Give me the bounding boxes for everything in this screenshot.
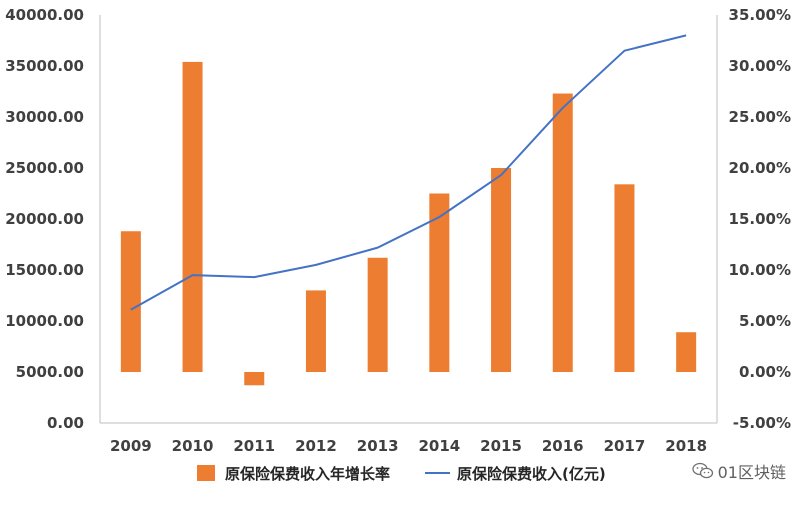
left-axis-tick-label: 25000.00 (5, 159, 84, 177)
x-axis-tick-label: 2015 (480, 437, 522, 455)
left-axis-tick-label: 5000.00 (16, 363, 84, 381)
right-axis-tick-label: 15.00% (729, 210, 791, 228)
line-series (131, 35, 686, 309)
x-axis-tick-label: 2017 (604, 437, 646, 455)
right-axis-tick-label: 25.00% (729, 108, 791, 126)
bar (553, 94, 573, 372)
bar (183, 62, 203, 372)
x-axis-tick-label: 2009 (110, 437, 152, 455)
x-axis-tick-label: 2014 (418, 437, 460, 455)
watermark: 01区块链 (692, 459, 786, 483)
bar (244, 372, 264, 385)
bar (676, 332, 696, 372)
x-axis-ticks: 2009 2010 2011 2012 2013 2014 2015 2016 2017 2018 (110, 437, 707, 455)
bar (121, 231, 141, 372)
x-axis-tick-label: 2016 (542, 437, 584, 455)
left-axis-tick-label: 30000.00 (5, 108, 84, 126)
left-axis-tick-label: 15000.00 (5, 261, 84, 279)
bar (368, 258, 388, 372)
left-axis-tick-label: 40000.00 (5, 6, 84, 24)
right-axis-tick-label: 35.00% (729, 6, 791, 24)
x-axis-tick-label: 2010 (172, 437, 214, 455)
legend-line-label: 原保险保费收入(亿元) (457, 465, 606, 483)
x-axis-tick-label: 2012 (295, 437, 337, 455)
x-axis-tick-label: 2018 (665, 437, 707, 455)
right-axis-tick-label: 10.00% (729, 261, 791, 279)
left-axis-tick-label: 35000.00 (5, 57, 84, 75)
left-axis-ticks: 0.00 5000.00 10000.00 15000.00 20000.00 25000… (5, 6, 84, 432)
legend-bar-label: 原保险保费收入年增长率 (225, 465, 390, 483)
wechat-icon (692, 462, 714, 480)
legend-bar-swatch (197, 465, 215, 481)
x-axis-tick-label: 2011 (233, 437, 275, 455)
watermark-text: 01区块链 (718, 459, 786, 483)
right-axis-tick-label: -5.00% (733, 414, 791, 432)
right-axis-tick-label: 0.00% (739, 363, 791, 381)
bar-series (121, 62, 696, 385)
bar (491, 168, 511, 372)
right-axis-tick-label: 30.00% (729, 57, 791, 75)
right-axis-tick-label: 5.00% (739, 312, 791, 330)
line-series-path (131, 35, 686, 309)
bar (306, 290, 326, 372)
right-axis-tick-label: 20.00% (729, 159, 791, 177)
left-axis-tick-label: 20000.00 (5, 210, 84, 228)
legend: 原保险保费收入年增长率 原保险保费收入(亿元) (197, 465, 606, 483)
x-axis-tick-label: 2013 (357, 437, 399, 455)
left-axis-tick-label: 10000.00 (5, 312, 84, 330)
bar (614, 184, 634, 372)
left-axis-tick-label: 0.00 (47, 414, 84, 432)
right-axis-ticks: -5.00% 0.00% 5.00% 10.00% 15.00% 20.00% 25.00%… (729, 6, 791, 432)
